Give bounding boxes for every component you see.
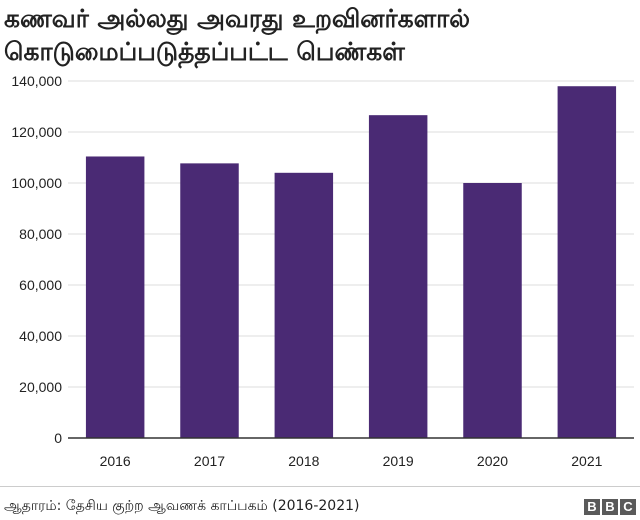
y-axis-tick-labels: 0 20,000 40,000 60,000 80,000 100,000 120,000 1… (11, 73, 62, 446)
bbc-logo-letter-b2: B (602, 499, 618, 515)
bbc-logo: B B C (584, 499, 636, 515)
x-tick-label-2021: 2021 (571, 453, 602, 469)
x-tick-label-2019: 2019 (383, 453, 414, 469)
gridlines (68, 80, 634, 388)
bar-2021 (557, 86, 617, 438)
bars (85, 86, 617, 439)
y-tick-label: 40,000 (19, 328, 62, 344)
x-tick-label-2020: 2020 (477, 453, 508, 469)
y-tick-label: 140,000 (11, 73, 62, 89)
y-tick-label: 20,000 (19, 379, 62, 395)
bar-2018 (274, 172, 334, 439)
x-axis-tick-labels: 2016 2017 2018 2019 2020 2021 (100, 453, 603, 469)
bbc-logo-letter-b1: B (584, 499, 600, 515)
bar-2019 (368, 115, 428, 439)
x-tick-label-2017: 2017 (194, 453, 225, 469)
source-note: ஆதாரம்: தேசிய குற்ற ஆவணக் காப்பகம் (2016… (4, 498, 360, 514)
footer-divider (0, 486, 640, 487)
x-tick-label-2016: 2016 (100, 453, 131, 469)
y-tick-label: 100,000 (11, 175, 62, 191)
y-tick-label: 60,000 (19, 277, 62, 293)
bar-2020 (463, 183, 522, 438)
y-tick-label: 80,000 (19, 226, 62, 242)
y-tick-label: 0 (54, 430, 62, 446)
bar-2017 (180, 163, 239, 438)
bar-2016 (85, 156, 145, 438)
chart-title: கணவர் அல்லது அவரது உறவினர்களால் கொடுமைப்… (4, 4, 470, 66)
bbc-logo-letter-c: C (620, 499, 636, 515)
bar-chart: 0 20,000 40,000 60,000 80,000 100,000 120,000 1… (11, 73, 634, 469)
x-tick-label-2018: 2018 (288, 453, 319, 469)
y-tick-label: 120,000 (11, 124, 62, 140)
